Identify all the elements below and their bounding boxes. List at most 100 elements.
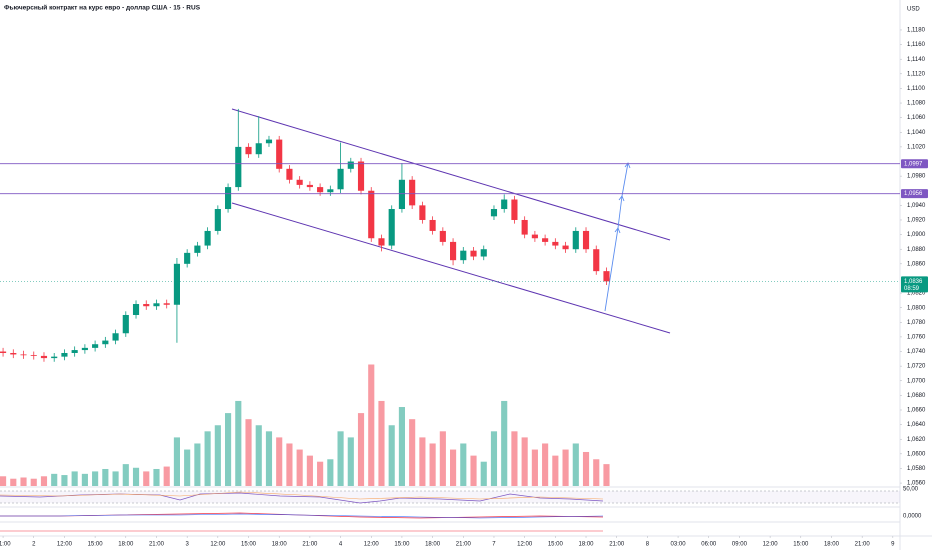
volume-bar — [122, 464, 129, 486]
candle-body — [582, 230, 590, 250]
candle-body — [40, 355, 48, 359]
volume-bar — [102, 468, 109, 486]
candle-body — [562, 245, 569, 250]
x-tick-label: 7 — [492, 542, 496, 548]
rsi-band — [0, 491, 900, 503]
candle-body — [204, 230, 211, 246]
volume-bar — [357, 413, 365, 486]
volume-bar — [153, 468, 160, 486]
candle-body — [163, 303, 170, 305]
volume-bar — [490, 431, 498, 486]
countdown-label: 08:59 — [904, 286, 920, 292]
volume-bar — [30, 478, 37, 486]
candle-body — [490, 209, 498, 217]
candle-body — [81, 347, 88, 351]
candle-body — [92, 344, 99, 348]
y-tick-label: 1,0600 — [907, 451, 926, 457]
y-tick-label: 1,0580 — [907, 466, 926, 472]
volume-bar — [439, 431, 446, 486]
y-tick-label: 1,0560 — [907, 481, 926, 487]
candle-body — [347, 161, 354, 169]
candle-body — [327, 189, 334, 193]
x-tick-label: 15:00 — [88, 542, 104, 548]
candle-body — [480, 249, 487, 257]
volume-bar — [40, 476, 48, 486]
candle-body — [194, 245, 201, 253]
candle-body — [0, 351, 7, 353]
x-tick-label: 21:00 — [0, 542, 11, 548]
x-tick-label: 21:00 — [302, 542, 318, 548]
volume-bar — [51, 473, 58, 486]
candle-body — [184, 252, 191, 264]
y-tick-label: 1,1180 — [907, 28, 926, 34]
x-tick-label: 15:00 — [394, 542, 410, 548]
volume-bar — [378, 400, 385, 486]
x-tick-label: 15:00 — [241, 542, 257, 548]
candle-body — [143, 304, 150, 307]
volume-bar — [81, 473, 88, 486]
volume-bar — [562, 449, 569, 486]
volume-bar — [460, 443, 467, 486]
level-badge — [901, 189, 928, 199]
volume-bar — [409, 419, 416, 486]
volume-bar — [143, 471, 150, 486]
volume-bar — [419, 437, 426, 486]
volume-bar — [225, 413, 232, 486]
candle-body — [51, 356, 58, 359]
y-tick-label: 1,1100 — [907, 86, 926, 92]
volume-bar — [603, 464, 610, 486]
volume-bar — [306, 455, 313, 486]
x-tick-label: 21:00 — [149, 542, 165, 548]
candle-body — [357, 161, 365, 191]
volume-bar — [347, 437, 354, 486]
x-tick-label: 18:00 — [425, 542, 441, 548]
volume-bar — [132, 467, 140, 486]
candle-body — [286, 168, 293, 180]
candle-body — [173, 263, 180, 305]
y-tick-label: 1,1160 — [907, 42, 926, 48]
y-tick-label: 1,0620 — [907, 437, 926, 443]
x-tick-label: 15:00 — [548, 542, 564, 548]
x-tick-label: 4 — [339, 542, 343, 548]
candle-body — [378, 238, 385, 246]
volume-bar — [511, 431, 518, 486]
candle-body — [61, 352, 68, 357]
candle-body — [317, 187, 324, 193]
macd-signal — [0, 513, 604, 519]
x-tick-label: 2 — [32, 542, 36, 548]
rsi-ma — [0, 491, 604, 500]
level-label: 1,0997 — [904, 161, 923, 167]
x-tick-label: 18:00 — [824, 542, 840, 548]
candle-body — [460, 250, 467, 261]
candle-body — [419, 205, 426, 220]
y-tick-label: 1,0740 — [907, 349, 926, 355]
volume-bar — [531, 449, 538, 486]
y-tick-label: 1,0880 — [907, 247, 926, 253]
volume-bar — [388, 425, 395, 486]
y-tick-label: 1,0720 — [907, 364, 926, 370]
volume-bar — [204, 431, 211, 486]
y-tick-label: 1,0680 — [907, 393, 926, 399]
y-tick-label: 1,0700 — [907, 378, 926, 384]
y-tick-label: 1,0900 — [907, 232, 926, 238]
x-tick-label: 18:00 — [272, 542, 288, 548]
candle-body — [20, 354, 27, 356]
y-tick-label: 1,0800 — [907, 305, 926, 311]
volume-bar — [0, 476, 7, 486]
candle-body — [214, 209, 221, 231]
y-tick-label: 1,0660 — [907, 408, 926, 414]
volume-bar — [265, 431, 273, 486]
volume-bar — [480, 461, 487, 486]
x-tick-label: 12:00 — [210, 542, 226, 548]
currency-label: USD — [907, 7, 920, 13]
volume-bar — [542, 443, 549, 486]
volume-bar — [10, 478, 17, 486]
candle-body — [153, 303, 160, 307]
candle-body — [276, 139, 283, 169]
candle-body — [542, 238, 549, 242]
candle-body — [450, 241, 457, 261]
y-tick-label: 1,1140 — [907, 57, 926, 63]
x-tick-label: 8 — [646, 542, 650, 548]
volume-bar — [276, 437, 283, 486]
